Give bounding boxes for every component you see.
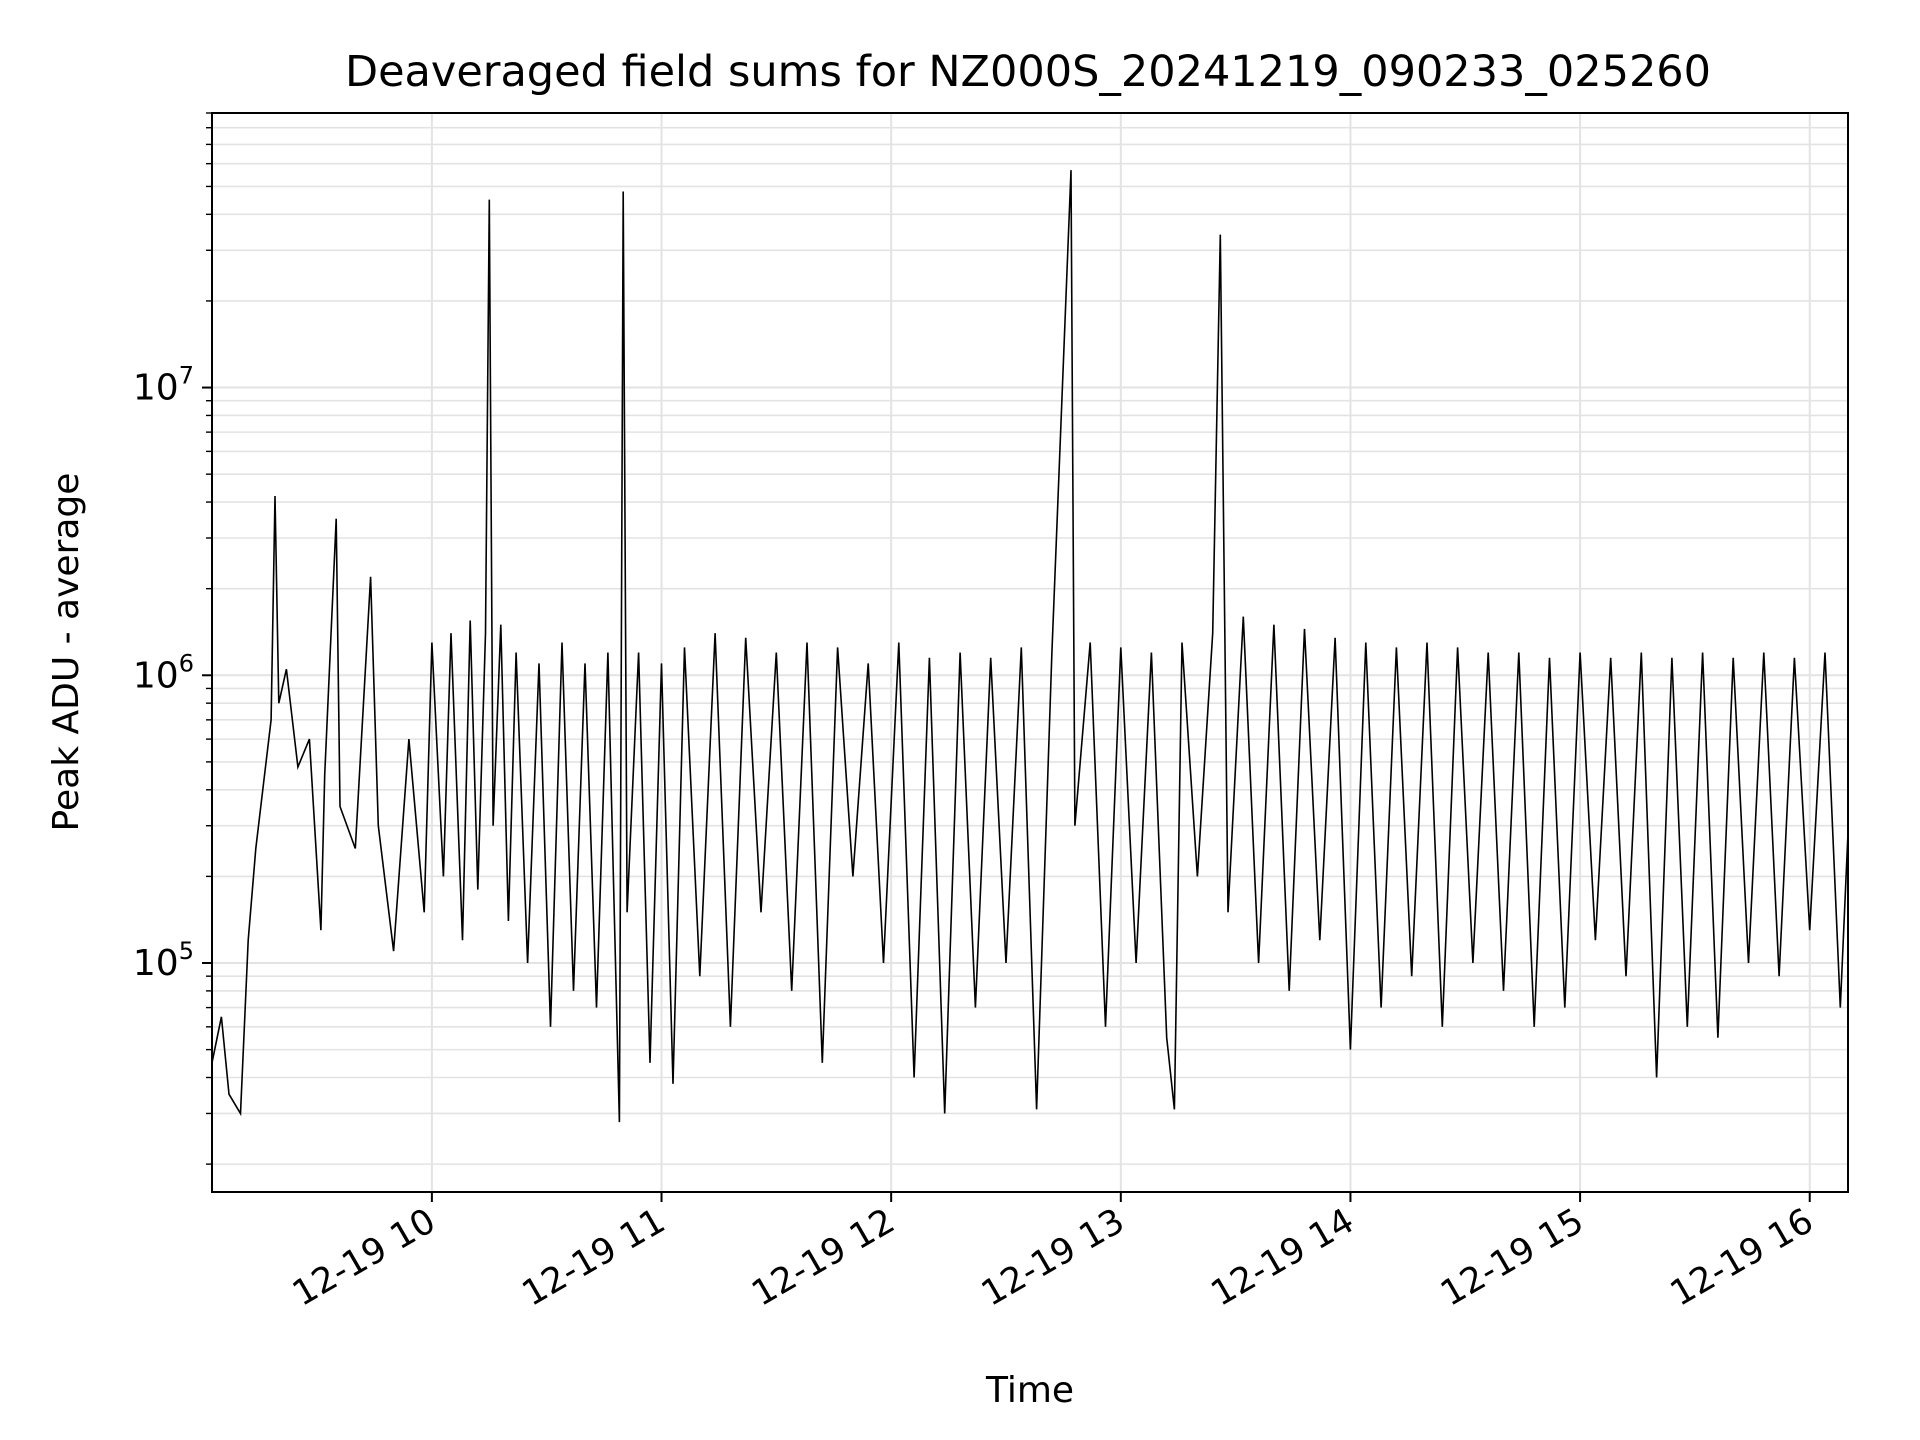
y-tick-label: 105 <box>133 937 194 984</box>
y-tick-label: 106 <box>133 649 194 696</box>
chart-title: Deaveraged field sums for NZ000S_2024121… <box>345 47 1711 97</box>
series-layer <box>212 170 1848 1123</box>
x-axis-label: Time <box>985 1370 1074 1411</box>
series-line <box>212 170 1848 1123</box>
y-axis-label: Peak ADU - average <box>46 473 87 832</box>
y-tick-label: 107 <box>133 362 194 409</box>
plot-frame <box>211 112 1849 1193</box>
y-axis: 105 106 107 <box>133 112 212 1165</box>
